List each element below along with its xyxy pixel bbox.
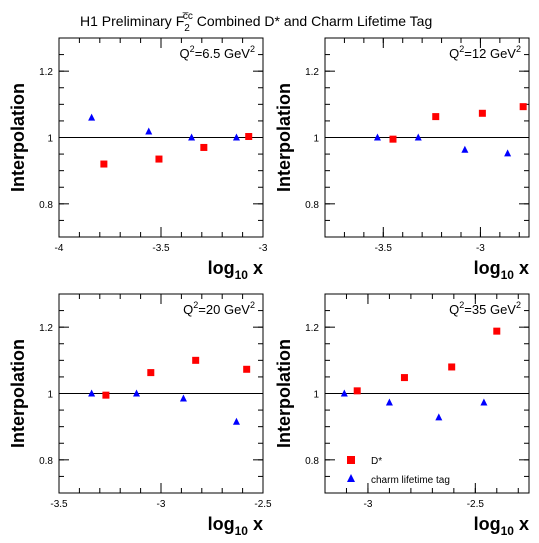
lifetime-tag-point (385, 398, 393, 406)
x-tick-label: -3 (363, 499, 372, 510)
dstar-point (245, 133, 253, 141)
lifetime-tag-point (232, 133, 240, 141)
dstar-point (147, 369, 155, 377)
lifetime-tag-point (88, 113, 96, 121)
y-tick-label: 0.8 (305, 200, 319, 211)
y-tick-label: 1.2 (305, 67, 319, 78)
dstar-point (155, 155, 163, 163)
panel-2: -3.5 -3 0.8 1 1.2 Q2=12 GeV2 Interpolation log1… (274, 37, 530, 282)
dstar-point (102, 391, 110, 399)
x-tick-label: -3.5 (375, 243, 393, 254)
x-tick-label: -3.5 (50, 499, 68, 510)
y-tick-label: 0.8 (39, 200, 53, 211)
y-tick-label: 1.2 (39, 323, 53, 334)
y-axis-label: Interpolation (274, 339, 294, 448)
dstar-point (389, 135, 397, 143)
dstar-point (493, 327, 501, 335)
x-tick-label: -2.5 (467, 499, 485, 510)
dstar-point (478, 109, 486, 117)
lifetime-tag-point (133, 389, 141, 397)
legend-dstar-label: D* (371, 456, 382, 467)
lifetime-tag-point (435, 413, 443, 421)
lifetime-tag-point (373, 133, 381, 141)
y-axis-label: Interpolation (8, 83, 28, 192)
x-tick-label: -3 (476, 243, 485, 254)
q2-annotation: Q2=12 GeV2 (449, 44, 521, 61)
dstar-point (353, 387, 361, 395)
legend-dstar-marker (347, 456, 355, 464)
lifetime-tag-point (232, 417, 240, 425)
x-tick-label: -2.5 (254, 499, 272, 510)
y-axis-label: Interpolation (8, 339, 28, 448)
y-axis-label: Interpolation (274, 83, 294, 192)
y-tick-label: 1 (313, 390, 319, 401)
y-tick-label: 1 (47, 390, 53, 401)
lifetime-tag-point (504, 149, 512, 157)
dstar-point (243, 365, 251, 373)
panel-1: -4 -3.5 -3 0.8 1 1.2 Q2=6.5 GeV2 Interpolation l… (8, 37, 268, 282)
legend-lifetime-label: charm lifetime tag (371, 475, 450, 486)
x-axis-label: log10 x (208, 514, 263, 538)
lifetime-tag-point (88, 389, 96, 397)
y-tick-label: 0.8 (305, 456, 319, 467)
x-tick-label: -3.5 (152, 243, 170, 254)
dstar-point (519, 103, 527, 111)
dstar-point (100, 160, 108, 168)
panel-3: -3.5 -3 -2.5 0.8 1 1.2 Q2=20 GeV2 Interpolation… (8, 293, 272, 538)
dstar-point (432, 113, 440, 121)
dstar-point (192, 356, 200, 364)
panel-4: -3 -2.5 0.8 1 1.2 Q2=35 GeV2 Interpolation log1… (274, 293, 530, 538)
x-tick-label: -3 (259, 243, 268, 254)
lifetime-tag-point (461, 145, 469, 153)
x-axis-label: log10 x (474, 514, 529, 538)
x-axis-label: log10 x (208, 258, 263, 282)
q2-annotation: Q2=20 GeV2 (183, 300, 255, 317)
x-tick-label: -3 (157, 499, 166, 510)
figure-title: H1 Preliminary F2c̅c Combined D* and Cha… (80, 11, 432, 34)
y-tick-label: 1 (47, 134, 53, 145)
dstar-point (448, 363, 456, 371)
lifetime-tag-point (480, 398, 488, 406)
y-tick-label: 1.2 (39, 67, 53, 78)
dstar-point (400, 374, 408, 382)
dstar-point (200, 143, 208, 151)
lifetime-tag-point (179, 394, 187, 402)
x-tick-label: -4 (55, 243, 64, 254)
lifetime-tag-point (414, 133, 422, 141)
lifetime-tag-point (145, 127, 153, 135)
x-axis-label: log10 x (474, 258, 529, 282)
q2-annotation: Q2=35 GeV2 (449, 300, 521, 317)
q2-annotation: Q2=6.5 GeV2 (180, 44, 255, 61)
y-tick-label: 1 (313, 134, 319, 145)
lifetime-tag-point (188, 133, 196, 141)
legend-lifetime-marker (347, 474, 355, 482)
y-tick-label: 1.2 (305, 323, 319, 334)
lifetime-tag-point (340, 389, 348, 397)
y-tick-label: 0.8 (39, 456, 53, 467)
